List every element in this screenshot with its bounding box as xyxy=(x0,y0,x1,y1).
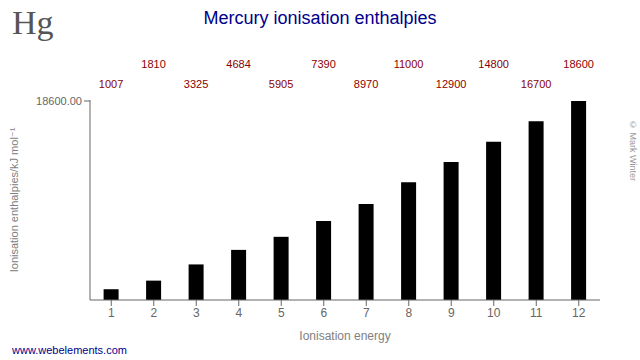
svg-text:2: 2 xyxy=(150,306,157,320)
svg-text:1007: 1007 xyxy=(99,78,123,90)
svg-text:1810: 1810 xyxy=(141,58,165,70)
svg-text:12: 12 xyxy=(572,306,586,320)
svg-text:7: 7 xyxy=(363,306,370,320)
svg-text:3: 3 xyxy=(193,306,200,320)
html-text:Hg: Hg xyxy=(12,4,54,41)
svg-text:5905: 5905 xyxy=(269,78,293,90)
svg-text:12900: 12900 xyxy=(436,78,467,90)
svg-text:3325: 3325 xyxy=(184,78,208,90)
svg-text:11: 11 xyxy=(530,306,543,320)
svg-text:11000: 11000 xyxy=(394,58,424,70)
svg-text:14800: 14800 xyxy=(478,58,509,70)
svg-text:9: 9 xyxy=(448,306,455,320)
svg-text:Ionisation energy: Ionisation energy xyxy=(299,329,390,343)
svg-text:8970: 8970 xyxy=(354,78,378,90)
svg-text:1: 1 xyxy=(108,306,115,320)
svg-text:Ionisation enthalpies/kJ mol⁻¹: Ionisation enthalpies/kJ mol⁻¹ xyxy=(8,127,20,272)
svg-text:4684: 4684 xyxy=(226,58,250,70)
svg-text:10: 10 xyxy=(487,306,501,320)
svg-text:18600.00: 18600.00 xyxy=(36,95,82,107)
svg-text:18600: 18600 xyxy=(563,58,594,70)
svg-text:6: 6 xyxy=(320,306,327,320)
html-text:www.webelements.com: www.webelements.com xyxy=(12,344,127,356)
svg-text:5: 5 xyxy=(278,306,285,320)
svg-text:7390: 7390 xyxy=(311,58,335,70)
svg-text:16700: 16700 xyxy=(521,78,552,90)
html-text:© Mark Winter: © Mark Winter xyxy=(628,120,638,181)
html-text:Mercury ionisation enthalpies: Mercury ionisation enthalpies xyxy=(203,8,437,28)
svg-text:8: 8 xyxy=(405,306,412,320)
svg-text:4: 4 xyxy=(235,306,242,320)
